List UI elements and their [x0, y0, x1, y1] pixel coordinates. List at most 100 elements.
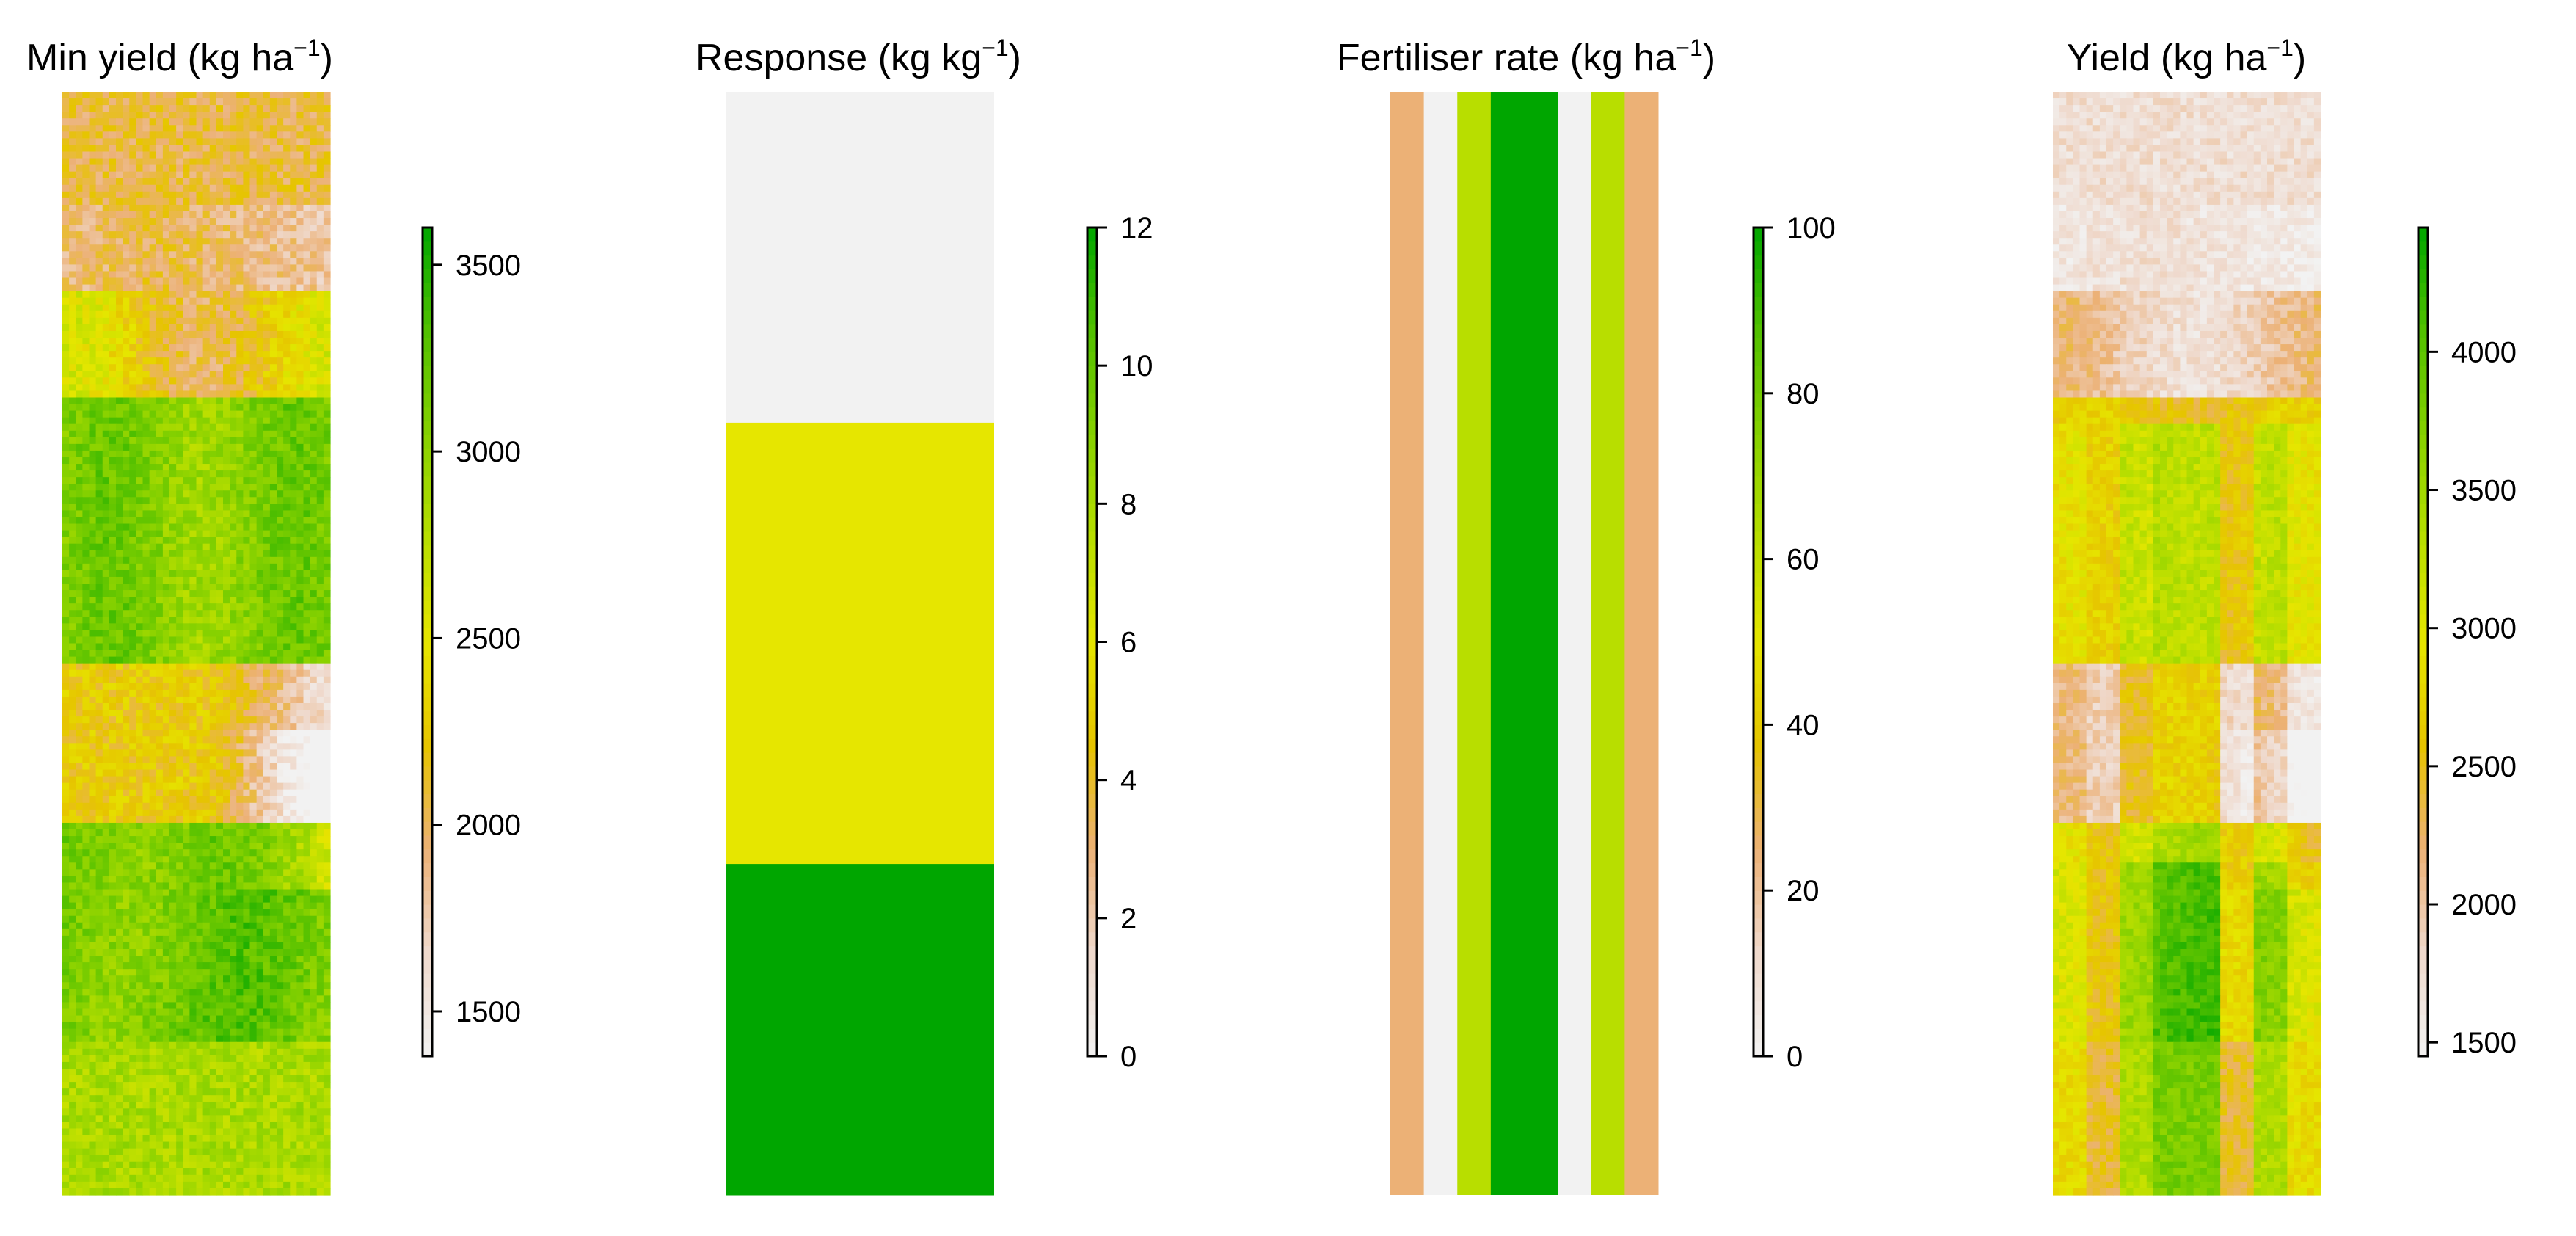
raster-cell — [156, 782, 164, 790]
raster-cell — [256, 603, 264, 611]
raster-cell — [109, 849, 117, 857]
raster-cell — [303, 669, 311, 677]
raster-cell — [269, 603, 277, 611]
raster-cell — [296, 550, 304, 558]
raster-cell — [316, 357, 324, 365]
raster-cell — [95, 769, 103, 777]
raster-cell — [123, 736, 130, 744]
raster-cell — [202, 743, 211, 750]
raster-cell — [62, 330, 70, 338]
raster-cell — [243, 736, 251, 744]
raster-cell — [169, 490, 177, 498]
raster-cell — [236, 822, 244, 830]
raster-cell — [102, 92, 110, 99]
raster-cell — [202, 517, 211, 525]
raster-cell — [149, 829, 157, 837]
raster-cell — [202, 782, 211, 790]
raster-cell — [136, 809, 144, 817]
raster-cell — [183, 902, 190, 910]
raster-cell — [76, 118, 83, 126]
raster-cell — [162, 112, 170, 119]
raster-cell — [149, 351, 157, 358]
raster-cell — [176, 164, 183, 172]
raster-cell — [323, 251, 331, 258]
raster-cell — [116, 796, 123, 804]
raster-cell — [156, 563, 164, 571]
raster-cell — [116, 105, 123, 112]
raster-cell — [263, 815, 271, 824]
raster-cell — [310, 371, 318, 378]
raster-cell — [142, 297, 150, 305]
raster-cell — [256, 856, 264, 863]
raster-cell — [89, 338, 97, 345]
raster-cell — [249, 277, 258, 286]
raster-cell — [196, 357, 204, 365]
raster-cell — [216, 324, 224, 332]
raster-cell — [323, 610, 331, 617]
raster-cell — [62, 749, 70, 757]
raster-cell — [303, 590, 311, 597]
raster-cell — [95, 597, 103, 604]
raster-cell — [62, 317, 70, 325]
raster-cell — [202, 796, 211, 804]
raster-cell — [116, 390, 123, 399]
raster-cell — [116, 689, 123, 697]
raster-cell — [116, 464, 123, 471]
raster-cell — [109, 584, 117, 591]
raster-cell — [116, 264, 123, 272]
raster-cell — [277, 371, 284, 378]
raster-cell — [216, 743, 224, 750]
raster-cell — [236, 716, 244, 724]
raster-cell — [69, 98, 76, 106]
raster-cell — [176, 423, 183, 432]
raster-cell — [116, 497, 123, 504]
raster-cell — [183, 584, 190, 591]
raster-cell — [116, 138, 123, 146]
raster-cell — [169, 377, 177, 385]
raster-cell — [69, 284, 76, 292]
raster-cell — [249, 563, 258, 571]
raster-cell — [256, 882, 264, 890]
raster-cell — [303, 543, 311, 551]
raster-cell — [162, 338, 170, 345]
raster-cell — [290, 131, 297, 139]
raster-cell — [296, 597, 304, 604]
raster-cell — [82, 537, 90, 545]
raster-cell — [216, 271, 224, 279]
raster-cell — [303, 204, 311, 212]
raster-cell — [169, 836, 177, 843]
raster-cell — [230, 357, 237, 365]
raster-cell — [263, 98, 271, 106]
raster-cell — [129, 829, 136, 837]
raster-cell — [249, 404, 258, 412]
raster-cell — [136, 584, 144, 591]
raster-cell — [263, 730, 271, 737]
raster-cell — [109, 390, 117, 399]
raster-cell — [216, 610, 224, 617]
raster-cell — [123, 158, 130, 166]
raster-cell — [136, 829, 144, 837]
raster-cell — [149, 789, 157, 797]
raster-cell — [290, 550, 297, 558]
raster-cell — [310, 151, 318, 159]
raster-cell — [277, 231, 284, 239]
raster-cell — [69, 417, 76, 425]
raster-cell — [123, 702, 130, 710]
raster-cell — [209, 683, 217, 691]
raster-cell — [269, 105, 277, 112]
raster-cell — [249, 584, 258, 591]
raster-cell — [310, 244, 318, 252]
raster-cell — [283, 603, 291, 611]
raster-cell — [243, 477, 251, 484]
raster-cell — [202, 390, 211, 399]
raster-cell — [95, 636, 103, 644]
raster-cell — [176, 218, 183, 225]
raster-cell — [290, 656, 297, 664]
raster-cell — [209, 197, 217, 206]
raster-cell — [249, 92, 258, 99]
raster-cell — [189, 151, 197, 159]
raster-cell — [69, 663, 76, 671]
raster-cell — [95, 809, 103, 817]
raster-cell — [283, 291, 291, 299]
raster-cell — [109, 225, 117, 232]
